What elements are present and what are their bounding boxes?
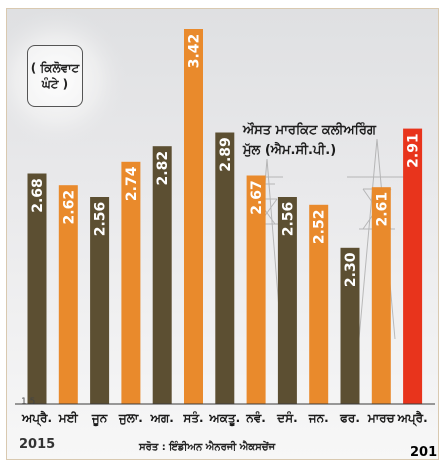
x-tick-label-5: ਅਗ. [150,411,174,425]
x-tick-label-8: ਨਵੰ. [245,410,266,425]
x-tick-label-3: ਜੂਨ [91,411,108,427]
bar-9 [277,197,297,404]
bars-group: 2.68 2.62 2.56 2.74 2.82 3.42 2.89 2.67 2.56 2.52… [27,29,423,404]
unit-label-line1: ( ਕਿਲੋਵਾਟ [30,60,80,75]
x-tick-label-11: ਫਰ. [339,411,360,425]
bar-12 [371,187,391,404]
bar-8 [246,175,266,404]
x-tick-label-1: ਅਪ੍ਰੈ. [21,410,52,426]
bar-value-label-9: 2.56 [280,202,296,237]
bar-value-label-2: 2.62 [61,190,77,225]
x-tick-label-12: ਮਾਰਚ [367,411,396,425]
unit-label-box: ( ਕਿਲੋਵਾਟ ਘੰਟੇ ) [27,45,83,107]
bar-value-label-6: 3.42 [187,34,203,69]
bar-11 [340,247,360,404]
bar-6 [184,29,203,404]
unit-label-line2: ਘੰਟੇ ) [41,77,69,91]
x-tick-label-10: ਜਨ. [308,411,329,425]
x-tick-label-9: ਦਸੰ. [276,410,298,425]
bar-value-label-8: 2.67 [249,180,265,215]
bar-2 [58,185,78,404]
bar-value-label-4: 2.74 [124,166,140,201]
bar-3 [90,197,110,404]
x-tick-label-4: ਜੁਲਾ. [118,411,143,425]
source-note: ਸਰੋਤ : ਇੰਡੀਅਨ ਐਨਰਜੀ ਐਕਸਚੇਂਜ [139,442,276,453]
chart-title: ਔਸਤ ਮਾਰਕਿਟ ਕਲੀਅਰਿੰਗ ਮੁੱਲ (ਐਮ.ਸੀ.ਪੀ.) [243,121,413,161]
bar-value-label-11: 2.30 [343,252,359,287]
chart-panel: 2.68 2.62 2.56 2.74 2.82 3.42 2.89 2.67 2.56 2.52… [6,8,439,460]
bar-5 [152,146,172,404]
x-tick-label-7: ਅਕਤੂ. [208,411,240,427]
x-tick-label-2: ਮਈ [58,411,79,425]
bar-10 [309,204,329,404]
bar-4 [121,161,141,404]
bar-value-label-1: 2.68 [30,178,46,213]
x-tick-label-13: ਅਪ੍ਰੈ. [397,410,428,426]
bar-value-label-12: 2.61 [374,192,390,227]
year-end-label: 2016 [410,445,438,460]
bar-1 [27,173,47,404]
y-axis-min-label: 1.5 [21,397,36,407]
chart-title-line1: ਔਸਤ ਮਾਰਕਿਟ ਕਲੀਅਰਿੰਗ [243,123,376,138]
year-start-label: 2015 [19,437,56,452]
x-tick-labels: ਅਪ੍ਰੈ. ਮਈ ਜੂਨ ਜੁਲਾ. ਅਗ. ਸਤੰ. ਅਕਤੂ. ਨਵੰ. ਦਸੰ. ਜਨ. ਫ… [21,410,428,427]
background-glow [7,9,127,149]
bar-value-label-5: 2.82 [155,151,171,186]
bar-13 [403,128,423,404]
bar-value-label-13: 2.91 [406,133,422,168]
bar-chart: 2.68 2.62 2.56 2.74 2.82 3.42 2.89 2.67 2.56 2.52… [7,9,435,427]
bar-value-label-3: 2.56 [93,202,109,237]
bar-value-label-7: 2.89 [218,137,234,172]
x-tick-label-6: ਸਤੰ. [182,410,203,425]
bar-value-label-10: 2.52 [312,210,328,245]
chart-title-line2: ਮੁੱਲ (ਐਮ.ਸੀ.ਪੀ.) [243,143,337,159]
bar-7 [215,132,235,404]
